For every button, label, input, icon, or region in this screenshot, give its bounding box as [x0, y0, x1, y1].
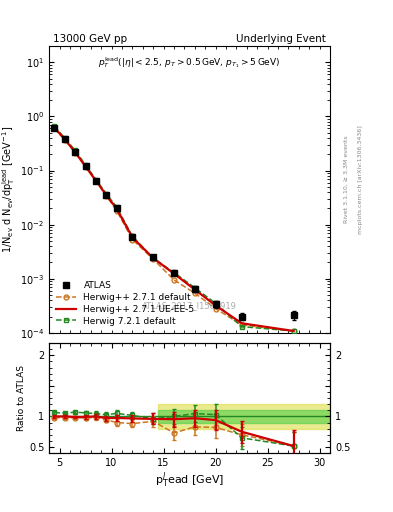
Text: Rivet 3.1.10, ≥ 3.3M events: Rivet 3.1.10, ≥ 3.3M events	[344, 135, 349, 223]
Y-axis label: Ratio to ATLAS: Ratio to ATLAS	[17, 365, 26, 431]
Text: 13000 GeV pp: 13000 GeV pp	[53, 33, 127, 44]
X-axis label: p$_{\mathregular{T}}^{l}$ead [GeV]: p$_{\mathregular{T}}^{l}$ead [GeV]	[155, 471, 224, 490]
Text: ATLAS_2017_I1509919: ATLAS_2017_I1509919	[142, 301, 237, 310]
Bar	[158, 410, 330, 422]
Y-axis label: 1/N$_{\mathregular{ev}}$ d N$_{\mathregular{ev}}$/dp$_{\mathregular{T}}^{\mathre: 1/N$_{\mathregular{ev}}$ d N$_{\mathregu…	[0, 126, 17, 253]
Text: $p_T^{\rm lead}(|\eta| < 2.5,\/ p_T > 0.5\,{\rm GeV},\/ p_{T_1} > 5\,{\rm GeV})$: $p_T^{\rm lead}(|\eta| < 2.5,\/ p_T > 0.…	[98, 55, 281, 70]
Legend: ATLAS, Herwig++ 2.7.1 default, Herwig++ 2.7.1 UE-EE-5, Herwig 7.2.1 default: ATLAS, Herwig++ 2.7.1 default, Herwig++ …	[53, 279, 197, 328]
Text: Underlying Event: Underlying Event	[236, 33, 326, 44]
Bar	[158, 404, 330, 429]
Text: mcplots.cern.ch [arXiv:1306.3436]: mcplots.cern.ch [arXiv:1306.3436]	[358, 125, 363, 233]
